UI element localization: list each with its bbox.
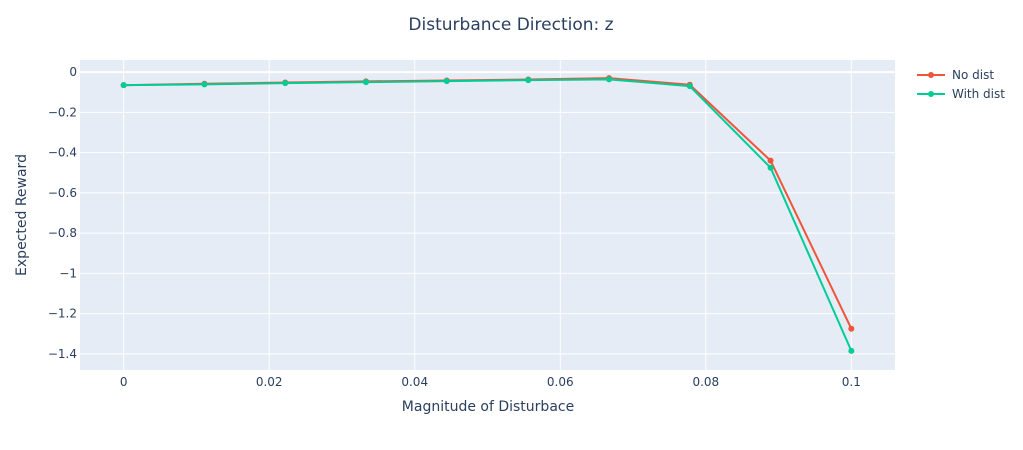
x-axis-title: Magnitude of Disturbace — [402, 399, 574, 415]
legend-marker-icon — [928, 91, 934, 97]
x-tick-label: 0.04 — [401, 375, 428, 389]
data-point[interactable] — [120, 82, 127, 89]
legend-item[interactable]: With dist — [917, 87, 1005, 101]
legend-label: No dist — [952, 68, 994, 82]
data-point[interactable] — [848, 347, 855, 354]
y-tick-label: −1.4 — [48, 347, 77, 361]
data-point[interactable] — [525, 77, 532, 84]
y-tick-label: −0.8 — [48, 226, 77, 240]
data-point[interactable] — [848, 325, 855, 332]
y-axis-title: Expected Reward — [14, 154, 30, 276]
y-tick-label: −1.2 — [48, 307, 77, 321]
chart-title: Disturbance Direction: z — [408, 15, 613, 35]
y-tick-label: −0.2 — [48, 105, 77, 119]
y-tick-label: −0.4 — [48, 146, 77, 160]
data-point[interactable] — [443, 78, 450, 85]
series-with-dist — [120, 76, 855, 354]
data-point[interactable] — [686, 83, 693, 90]
legend-marker-icon — [928, 72, 934, 78]
data-point[interactable] — [767, 164, 774, 171]
series-layer — [120, 75, 855, 354]
y-tick-label: −0.6 — [48, 186, 77, 200]
data-point[interactable] — [201, 81, 208, 88]
legend[interactable]: No dist With dist — [917, 68, 1005, 101]
x-tick-label: 0.02 — [256, 375, 283, 389]
data-point[interactable] — [767, 157, 774, 164]
x-tick-label: 0 — [120, 375, 128, 389]
x-tick-label: 0.06 — [547, 375, 574, 389]
grid — [80, 60, 895, 370]
x-tick-label: 0.1 — [842, 375, 861, 389]
plot-area — [80, 60, 895, 370]
axis-ticks: 0 0.02 0.04 0.06 0.08 0.1 0 −0.2 −0.4 −0.6 −0.8 −1 −… — [48, 65, 861, 389]
legend-item[interactable]: No dist — [917, 68, 994, 82]
y-tick-label: 0 — [69, 65, 77, 79]
data-point[interactable] — [362, 79, 369, 86]
data-point[interactable] — [606, 76, 613, 83]
series-line — [123, 78, 853, 352]
x-tick-label: 0.08 — [692, 375, 719, 389]
data-point[interactable] — [282, 80, 289, 87]
legend-label: With dist — [952, 87, 1005, 101]
y-tick-label: −1 — [59, 266, 77, 280]
